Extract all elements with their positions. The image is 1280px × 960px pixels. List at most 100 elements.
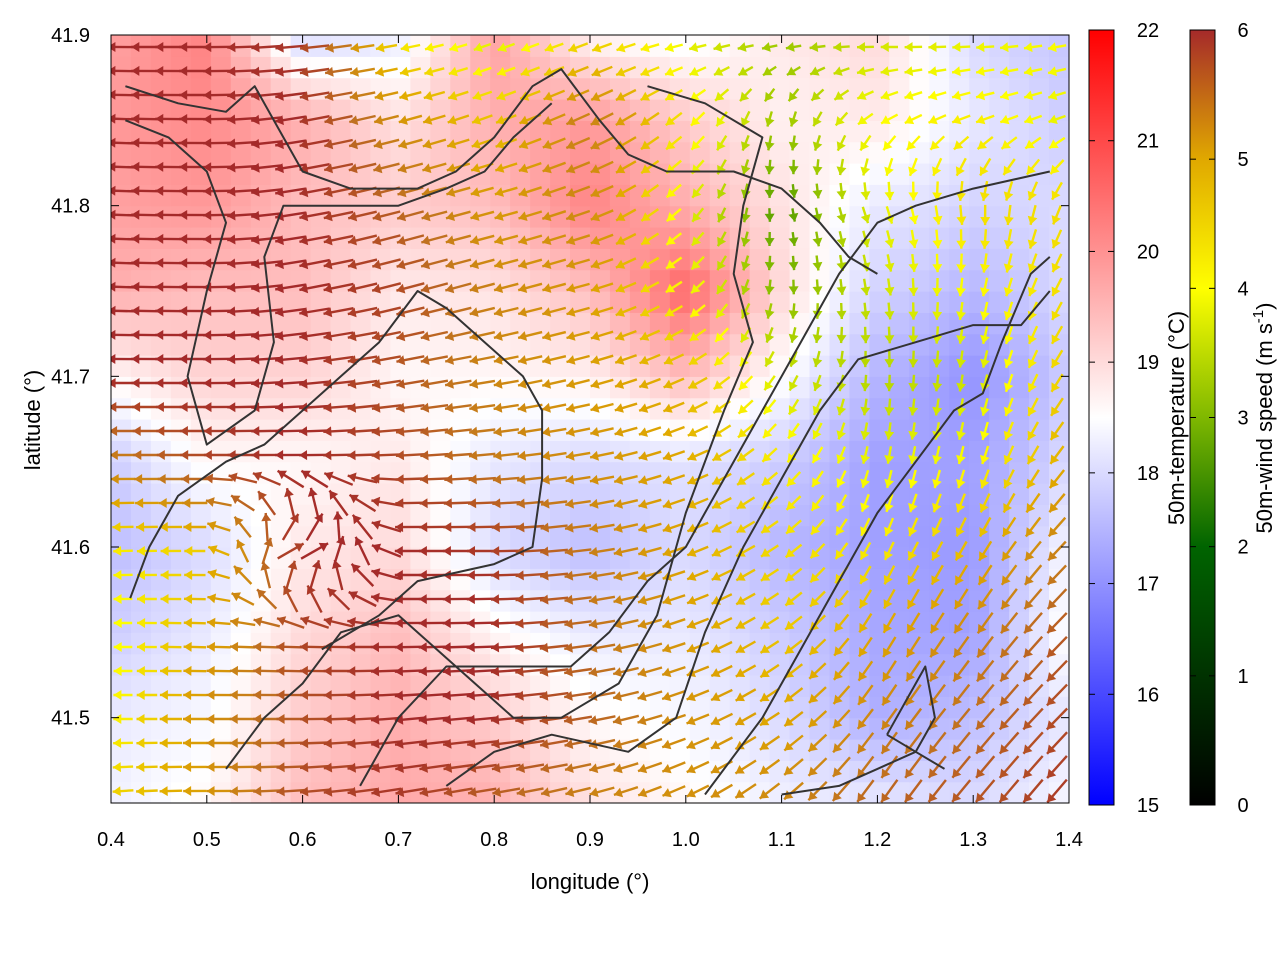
wind-arrow [372,234,401,246]
wind-arrow [565,234,591,246]
wind-arrow [565,161,591,174]
heatmap-cell [809,653,831,676]
wind-arrow [883,588,896,610]
wind-arrow-head [717,260,726,271]
wind-arrow [907,565,920,585]
heatmap-cell [170,120,192,143]
heatmap-cell [769,525,791,548]
wind-arrow-head [251,282,260,293]
wind-arrow-head [788,429,797,439]
heatmap-cell [190,632,212,655]
heatmap-cell [1049,653,1069,676]
heatmap-cell [550,696,571,719]
wind-arrow-head [323,402,332,413]
wind-arrow-head [860,526,870,536]
heatmap-cell [530,35,551,57]
heatmap-cell [130,675,152,697]
wind-arrow-head [396,331,406,342]
wind-arrow [565,185,591,198]
wind-arrow-head [907,623,916,633]
heatmap-cell [430,525,451,548]
heatmap-cell [390,547,411,569]
heatmap-cell [330,440,352,463]
wind-arrow [565,426,591,437]
heatmap-cell [430,568,451,591]
wind-arrow [904,755,923,779]
wind-arrow [231,592,255,606]
wind-arrow-head [397,163,407,174]
heatmap-cell [969,675,990,697]
wind-arrow [133,450,161,460]
wind-arrow-head [836,190,847,199]
heatmap-cell [689,205,711,228]
wind-arrow [662,450,686,461]
wind-arrow-head [713,380,724,390]
wind-arrow-head [884,478,894,488]
wind-arrow-head [131,209,140,220]
wind-arrow [691,183,705,199]
wind-arrow [348,162,377,174]
wind-arrow-head [347,331,357,342]
wind-arrow-head [348,235,357,246]
heatmap-cell [869,483,890,505]
wind-arrow [741,159,751,175]
heatmap-cell [170,675,192,697]
heatmap-cell [669,419,691,441]
wind-arrow-head [735,668,746,677]
wind-arrow [541,402,567,413]
wind-arrow [207,617,231,628]
heatmap-cell [669,632,691,655]
heatmap-cell [410,205,431,228]
wind-arrow [908,302,919,320]
wind-arrow [565,450,591,461]
wind-arrow-head [419,763,428,773]
wind-arrow [541,450,567,461]
heatmap-cell [829,547,851,569]
wind-arrow-head [763,404,773,415]
wind-arrow-head [229,665,238,676]
wind-arrow [160,594,182,604]
wind-arrow [884,157,894,177]
wind-arrow [540,498,568,509]
heatmap-cell [230,333,252,356]
heatmap-cell [210,163,232,185]
heatmap-cell [889,163,910,185]
heatmap-cell [450,696,471,719]
wind-arrow-head [613,595,623,605]
heatmap-cell [310,760,332,783]
heatmap-cell [1029,440,1050,463]
wind-arrow-head [691,260,701,270]
wind-arrow-head [492,498,501,509]
wind-arrow-head [1027,190,1037,201]
wind-arrow-head [764,261,775,271]
wind-arrow [735,616,756,630]
heatmap-cell [849,419,871,441]
wind-arrow-head [347,450,356,461]
wind-arrow-head [253,641,262,652]
wind-arrow [932,277,943,297]
wind-arrow [299,187,330,198]
wind-arrow [716,255,728,271]
wind-arrow-head [351,563,361,574]
heatmap-cell [969,781,990,803]
wind-arrow-head [689,332,700,341]
wind-arrow [908,493,918,513]
heatmap-cell [929,760,950,783]
heatmap-cell [350,35,372,57]
heatmap-cell [550,120,571,143]
heatmap-cell [410,35,431,57]
wind-arrow [784,615,803,631]
wind-arrow [640,208,659,222]
wind-arrow [710,664,733,678]
heatmap-cell [111,781,132,803]
wind-arrow-head [443,498,452,509]
wind-arrow-head [466,618,475,629]
wind-arrow [113,738,133,748]
heatmap-cell [250,291,272,313]
wind-arrow-head [812,213,823,223]
wind-arrow-head [469,378,479,389]
wind-arrow-head [836,237,847,247]
wind-arrow-head [518,187,528,197]
wind-arrow-head [1027,263,1038,273]
wind-arrow-head [540,546,549,557]
